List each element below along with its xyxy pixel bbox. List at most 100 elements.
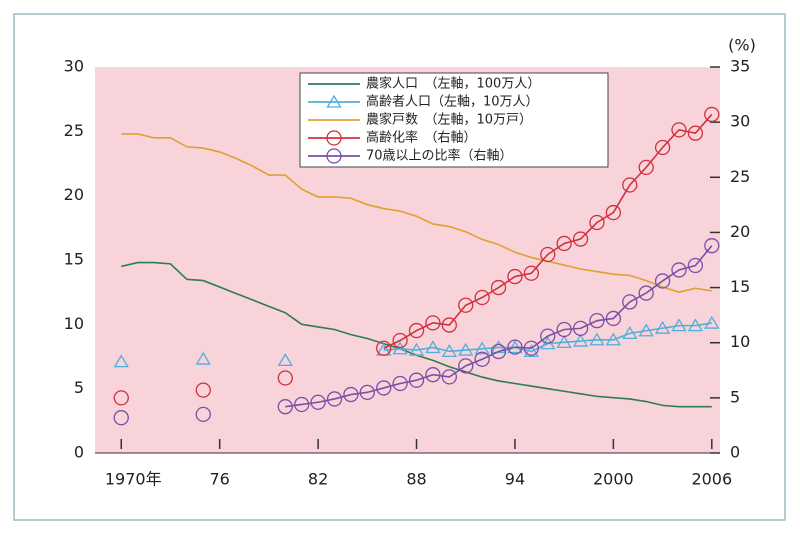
y2-tick-label: 25 bbox=[730, 167, 750, 186]
y2-tick-label: 30 bbox=[730, 112, 750, 131]
marker bbox=[195, 382, 211, 398]
y-tick-label: 10 bbox=[64, 314, 84, 333]
marker bbox=[310, 394, 326, 410]
marker bbox=[359, 384, 375, 400]
y2-tick-label: 5 bbox=[730, 387, 740, 406]
y2-tick-label: 15 bbox=[730, 277, 750, 296]
marker bbox=[392, 375, 408, 392]
y2-axis-label: (%) bbox=[728, 36, 756, 55]
marker bbox=[704, 106, 720, 123]
marker bbox=[277, 353, 293, 367]
y-tick-label: 25 bbox=[64, 121, 84, 140]
marker bbox=[687, 257, 704, 274]
marker bbox=[572, 231, 589, 247]
marker bbox=[277, 370, 293, 386]
marker bbox=[441, 344, 457, 358]
marker bbox=[605, 310, 622, 327]
marker bbox=[654, 273, 671, 289]
legend-label: 高齢者人口（左軸，10万人） bbox=[366, 94, 539, 110]
marker bbox=[654, 139, 671, 156]
y-tick-label: 15 bbox=[64, 250, 84, 269]
y2-tick-label: 10 bbox=[730, 332, 750, 351]
y-tick-label: 30 bbox=[64, 57, 84, 76]
marker bbox=[113, 390, 129, 406]
marker bbox=[507, 339, 523, 355]
marker bbox=[490, 343, 507, 360]
marker bbox=[572, 333, 589, 347]
marker bbox=[326, 148, 342, 164]
marker bbox=[425, 367, 441, 383]
marker bbox=[638, 285, 654, 301]
marker bbox=[589, 332, 605, 346]
marker bbox=[195, 406, 211, 423]
marker bbox=[523, 344, 539, 358]
marker bbox=[474, 351, 490, 367]
series-line bbox=[285, 245, 713, 408]
y2-tick-label: 35 bbox=[730, 57, 750, 76]
marker bbox=[490, 279, 507, 296]
marker bbox=[458, 342, 474, 356]
marker bbox=[408, 372, 425, 388]
marker bbox=[605, 204, 622, 221]
marker bbox=[638, 323, 654, 337]
legend-label: 70歳以上の比率（右軸） bbox=[366, 148, 513, 164]
marker bbox=[113, 354, 129, 368]
marker bbox=[605, 332, 622, 346]
marker bbox=[425, 315, 441, 331]
marker bbox=[326, 94, 342, 108]
marker bbox=[425, 340, 441, 354]
marker bbox=[441, 317, 457, 333]
y-tick-label: 5 bbox=[74, 378, 84, 397]
x-tick-label: 2000 bbox=[593, 470, 634, 489]
marker bbox=[572, 320, 589, 337]
marker bbox=[589, 214, 605, 231]
marker bbox=[458, 358, 474, 374]
marker bbox=[556, 235, 572, 252]
marker bbox=[490, 340, 507, 354]
marker bbox=[277, 399, 293, 415]
marker bbox=[376, 340, 392, 356]
marker bbox=[326, 391, 343, 407]
marker bbox=[540, 246, 556, 263]
marker bbox=[392, 332, 408, 349]
y-tick-label: 0 bbox=[74, 443, 84, 462]
y2-tick-label: 0 bbox=[730, 443, 740, 462]
marker bbox=[556, 335, 572, 348]
series-line bbox=[121, 133, 712, 293]
marker bbox=[523, 265, 540, 281]
marker bbox=[671, 318, 687, 332]
marker bbox=[523, 340, 540, 356]
marker bbox=[376, 380, 392, 396]
marker bbox=[671, 262, 687, 278]
x-tick-label: 2006 bbox=[691, 470, 732, 489]
x-tick-label: 82 bbox=[308, 470, 328, 489]
marker bbox=[704, 238, 720, 254]
marker bbox=[654, 320, 671, 334]
series-line bbox=[383, 113, 713, 349]
marker bbox=[540, 328, 556, 344]
marker bbox=[474, 289, 490, 306]
marker bbox=[704, 315, 720, 329]
y-tick-label: 20 bbox=[64, 185, 84, 204]
x-tick-label: 1970年 bbox=[105, 470, 162, 489]
legend-label: 高齢化率 （右軸） bbox=[366, 130, 477, 146]
marker bbox=[441, 369, 457, 385]
marker bbox=[622, 294, 638, 310]
marker bbox=[507, 268, 523, 285]
marker bbox=[408, 322, 425, 339]
marker bbox=[671, 122, 687, 138]
marker bbox=[622, 177, 638, 193]
y2-tick-label: 20 bbox=[730, 222, 750, 241]
marker bbox=[638, 159, 654, 176]
marker bbox=[556, 321, 572, 338]
marker bbox=[458, 297, 474, 313]
marker bbox=[687, 318, 704, 332]
legend-label: 農家戸数 （左軸，10万戸） bbox=[366, 112, 532, 128]
x-tick-label: 88 bbox=[406, 470, 426, 489]
marker bbox=[589, 313, 605, 329]
marker bbox=[474, 341, 490, 355]
marker bbox=[343, 386, 359, 403]
marker bbox=[195, 351, 211, 365]
marker bbox=[392, 341, 408, 355]
